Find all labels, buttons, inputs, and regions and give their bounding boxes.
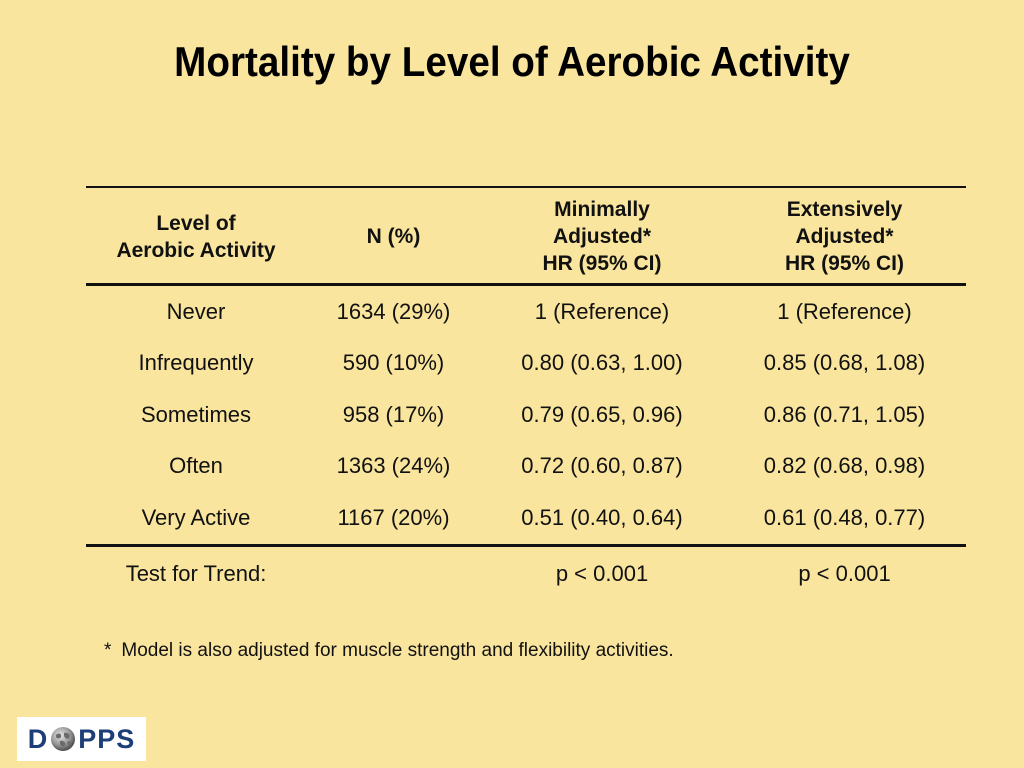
logo-wordmark: D PPS xyxy=(28,724,136,755)
cell-extensively-adjusted-hr: 1 (Reference) xyxy=(777,298,912,324)
cell-minimally-adjusted-hr: 0.51 (0.40, 0.64) xyxy=(521,504,683,530)
header-line: Extensively xyxy=(786,198,903,221)
header-n-percent: N (%) xyxy=(306,187,481,285)
dopps-logo: D PPS xyxy=(17,717,146,761)
header-extensively-adjusted: Extensively Adjusted* HR (95% CI) xyxy=(723,187,966,285)
results-table: Level of Aerobic Activity N (%) Minimall… xyxy=(86,186,966,601)
cell-minimally-adjusted-hr: 0.79 (0.65, 0.96) xyxy=(521,401,683,427)
cell-n-percent: 1167 (20%) xyxy=(337,504,450,530)
globe-icon xyxy=(50,726,76,752)
logo-letters-right: PPS xyxy=(78,723,136,754)
cell-minimally-adjusted-hr: 1 (Reference) xyxy=(534,298,670,324)
cell-activity-level: Sometimes xyxy=(140,401,252,427)
cell-activity-level: Very Active xyxy=(141,504,251,530)
cell-n-percent: 1634 (29%) xyxy=(336,298,451,324)
table-header-row: Level of Aerobic Activity N (%) Minimall… xyxy=(86,187,966,285)
header-activity-level: Level of Aerobic Activity xyxy=(86,187,306,285)
cell-n-percent: 958 (17%) xyxy=(342,401,445,427)
cell-activity-level: Never xyxy=(166,298,226,324)
slide-title: Mortality by Level of Aerobic Activity xyxy=(174,38,850,85)
table-row: Sometimes 958 (17%) 0.79 (0.65, 0.96) 0.… xyxy=(86,389,966,441)
table-row: Often 1363 (24%) 0.72 (0.60, 0.87) 0.82 … xyxy=(86,441,966,493)
header-line: Adjusted* xyxy=(552,225,651,248)
trend-extensively-adjusted-p: p < 0.001 xyxy=(798,560,891,586)
table-row: Very Active 1167 (20%) 0.51 (0.40, 0.64)… xyxy=(86,492,966,545)
header-line: Minimally xyxy=(554,198,650,221)
cell-n-percent: 590 (10%) xyxy=(342,350,445,376)
cell-extensively-adjusted-hr: 0.85 (0.68, 1.08) xyxy=(763,350,926,376)
footnote-text: Model is also adjusted for muscle streng… xyxy=(121,640,674,661)
cell-activity-level: Infrequently xyxy=(138,350,254,376)
header-minimally-adjusted: Minimally Adjusted* HR (95% CI) xyxy=(481,187,723,285)
header-line: Adjusted* xyxy=(795,225,894,248)
cell-extensively-adjusted-hr: 0.86 (0.71, 1.05) xyxy=(763,401,926,427)
cell-n-percent: 1363 (24%) xyxy=(336,453,451,479)
header-line: HR (95% CI) xyxy=(784,252,905,275)
header-line: HR (95% CI) xyxy=(542,252,662,275)
logo-letters-left: D xyxy=(27,723,49,754)
header-line: Aerobic Activity xyxy=(116,238,276,262)
cell-extensively-adjusted-hr: 0.61 (0.48, 0.77) xyxy=(763,504,926,530)
header-line: N (%) xyxy=(366,225,421,248)
cell-minimally-adjusted-hr: 0.80 (0.63, 1.00) xyxy=(521,350,683,376)
header-line: Level of xyxy=(156,211,236,235)
cell-activity-level: Often xyxy=(169,453,223,479)
table-row: Never 1634 (29%) 1 (Reference) 1 (Refere… xyxy=(86,285,966,338)
footnote-marker: * xyxy=(104,640,112,661)
cell-minimally-adjusted-hr: 0.72 (0.60, 0.87) xyxy=(521,453,683,479)
trend-minimally-adjusted-p: p < 0.001 xyxy=(555,560,649,586)
trend-label: Test for Trend: xyxy=(125,560,267,586)
trend-n-percent xyxy=(306,545,481,601)
footnote: * Model is also adjusted for muscle stren… xyxy=(104,640,674,662)
results-table-container: Level of Aerobic Activity N (%) Minimall… xyxy=(86,186,966,601)
cell-extensively-adjusted-hr: 0.82 (0.68, 0.98) xyxy=(763,453,926,479)
trend-row: Test for Trend: p < 0.001 p < 0.001 xyxy=(86,545,966,601)
table-row: Infrequently 590 (10%) 0.80 (0.63, 1.00)… xyxy=(86,338,966,390)
